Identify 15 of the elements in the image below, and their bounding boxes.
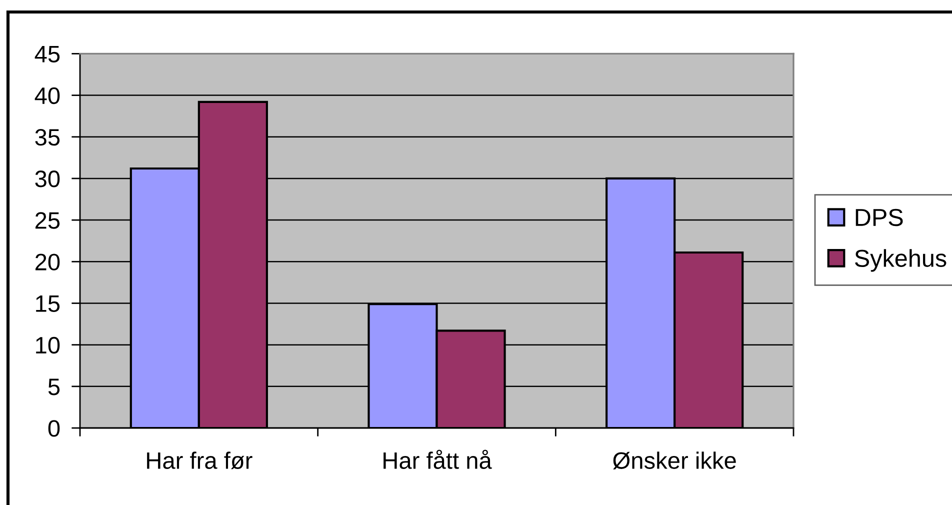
y-tick-label: 10 — [36, 336, 60, 354]
y-tick-label: 0 — [48, 420, 60, 437]
y-tick-label: 15 — [36, 296, 60, 312]
y-tick-label: 40 — [34, 87, 60, 104]
y-tick-label: 30 — [35, 170, 60, 188]
y-tick-label: 35 — [35, 128, 60, 146]
x-tick-label: Har fra før — [147, 452, 252, 470]
y-tick-label: 20 — [35, 254, 60, 270]
y-tick-label: 5 — [48, 378, 60, 396]
x-tick-label: Ønsker ikke — [613, 452, 736, 470]
x-tick-label: Har fått nå — [384, 450, 492, 469]
legend-label: DPS — [856, 208, 903, 226]
y-tick-label: 45 — [34, 46, 60, 62]
legend-label: Sykehus — [854, 249, 946, 272]
y-tick-label: 25 — [35, 212, 60, 229]
